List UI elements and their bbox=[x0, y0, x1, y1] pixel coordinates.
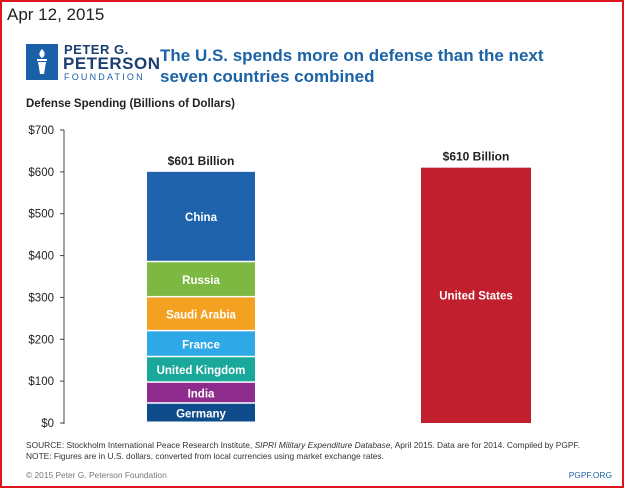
segment-label: France bbox=[182, 339, 220, 351]
copyright: © 2015 Peter G. Peterson Foundation bbox=[26, 470, 167, 480]
us-total-label: $610 Billion bbox=[443, 150, 510, 164]
segment-label: Russia bbox=[182, 275, 220, 287]
note-text: NOTE: Figures are in U.S. dollars, conve… bbox=[26, 451, 384, 461]
source-text-b: , April 2015. Data are for 2014. Compile… bbox=[390, 440, 580, 450]
y-axis-label: Defense Spending (Billions of Dollars) bbox=[26, 98, 235, 110]
segment-label: China bbox=[185, 212, 218, 224]
stacked-bar: Germany India United Kingdom France Saudi Ar… bbox=[147, 154, 255, 422]
bar-segment bbox=[147, 171, 255, 261]
y-tick-label: $0 bbox=[41, 418, 54, 430]
screenshot-date: Apr 12, 2015 bbox=[7, 5, 105, 24]
logo-text-line2: PETERSON bbox=[63, 54, 161, 73]
stack-total-label: $601 Billion bbox=[168, 154, 235, 168]
y-tick-label: $400 bbox=[28, 251, 54, 263]
peterson-torch-logo-icon bbox=[26, 44, 58, 80]
y-axis: $0 $100 $200 $300 $400 $500 $600 $700 bbox=[28, 125, 65, 430]
segment-label: India bbox=[188, 388, 215, 400]
source-text-italic: SIPRI Military Expenditure Database bbox=[254, 440, 391, 450]
bar-segment bbox=[147, 382, 255, 403]
y-tick-label: $200 bbox=[28, 334, 54, 346]
y-tick-label: $700 bbox=[28, 125, 54, 137]
bar-segment bbox=[147, 297, 255, 330]
segment-label: United Kingdom bbox=[157, 365, 246, 377]
bar-segment bbox=[147, 262, 255, 296]
us-bar: United States $610 Billion bbox=[421, 150, 531, 423]
source-note: SOURCE: Stockholm International Peace Re… bbox=[26, 440, 580, 462]
bar-united-states bbox=[421, 167, 531, 423]
y-tick-label: $600 bbox=[28, 167, 54, 179]
y-tick-label: $300 bbox=[28, 292, 54, 304]
y-tick-label: $500 bbox=[28, 209, 54, 221]
source-text-a: SOURCE: Stockholm International Peace Re… bbox=[26, 440, 255, 450]
segment-label: Germany bbox=[176, 408, 226, 420]
chart-title: The U.S. spends more on defense than the… bbox=[160, 46, 544, 86]
logo-text-line3: FOUNDATION bbox=[64, 72, 145, 82]
site-link[interactable]: PGPF.ORG bbox=[568, 470, 612, 480]
bar-segment bbox=[147, 357, 255, 382]
bar-segment bbox=[147, 403, 255, 422]
segment-label: Saudi Arabia bbox=[166, 309, 236, 321]
bar-segment bbox=[147, 331, 255, 356]
us-bar-label: United States bbox=[439, 290, 513, 302]
logo-text-line1: PETER G. bbox=[64, 42, 129, 57]
y-tick-label: $100 bbox=[28, 376, 54, 388]
